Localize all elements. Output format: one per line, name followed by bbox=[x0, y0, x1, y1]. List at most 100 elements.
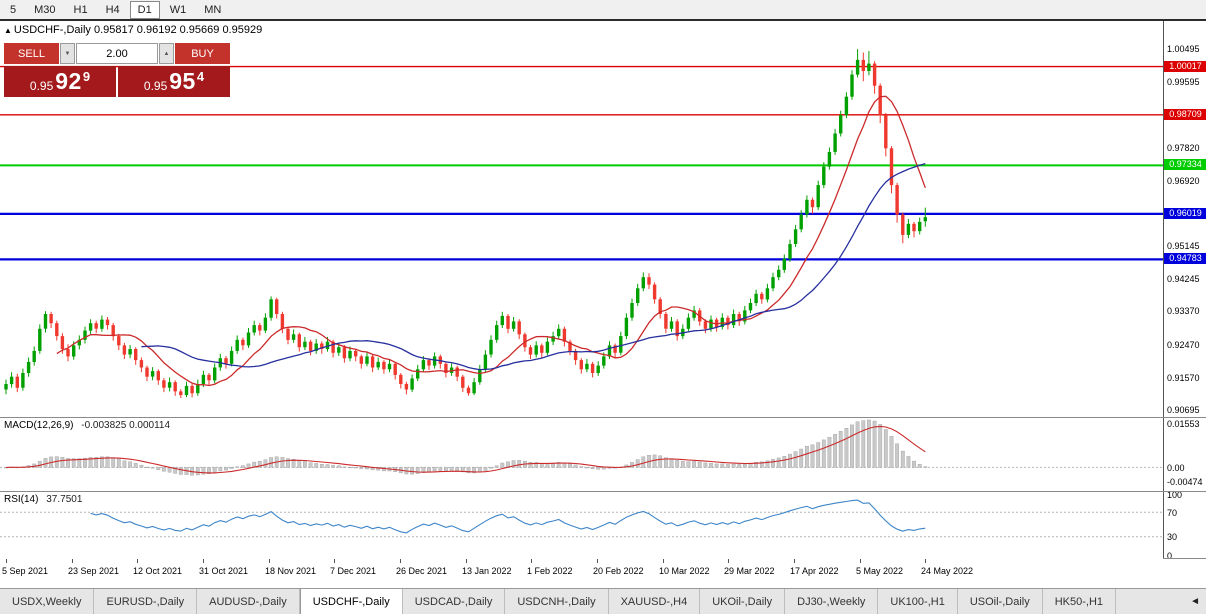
price-level-badge: 0.98709 bbox=[1164, 109, 1206, 120]
timeframe-m5-button[interactable]: 5 bbox=[10, 3, 17, 16]
date-label: 5 May 2022 bbox=[856, 566, 904, 576]
date-label: 18 Nov 2021 bbox=[265, 566, 317, 576]
timeframe-d1-button[interactable]: D1 bbox=[129, 0, 160, 19]
date-tick-mark bbox=[269, 559, 270, 563]
date-tick-mark bbox=[466, 559, 467, 563]
date-label: 5 Sep 2021 bbox=[2, 566, 49, 576]
volume-decrease-button[interactable]: ▼ bbox=[60, 43, 75, 64]
date-tick-mark bbox=[925, 559, 926, 563]
date-label: 23 Sep 2021 bbox=[68, 566, 120, 576]
bid-price-big-digits: 92 bbox=[55, 68, 82, 94]
price-tick-label: 0.97820 bbox=[1167, 143, 1200, 153]
ask-price-base: 0.95 bbox=[143, 78, 168, 93]
price-level-badge: 0.94783 bbox=[1164, 253, 1206, 264]
timeframe-h4-button[interactable]: H4 bbox=[105, 3, 120, 16]
rsi-indicator-panel[interactable]: RSI(14) 37.7501 bbox=[0, 491, 1163, 558]
tab-scroll-left-icon[interactable]: ◄ bbox=[1190, 596, 1200, 607]
date-tick-mark bbox=[6, 559, 7, 563]
chart-tab[interactable]: HK50-,H1 bbox=[1043, 589, 1117, 614]
price-tick-label: 0.91570 bbox=[1167, 373, 1200, 383]
chart-tab[interactable]: XAUUSD-,H4 bbox=[609, 589, 701, 614]
moving-average-ma-slow[interactable] bbox=[141, 162, 926, 371]
date-tick-mark bbox=[663, 559, 664, 563]
chart-tab-bar: USDX,Weekly EURUSD-,Daily AUDUSD-,Daily USD… bbox=[0, 588, 1206, 614]
volume-increase-button[interactable]: ▲ bbox=[159, 43, 174, 64]
date-label: 10 Mar 2022 bbox=[659, 566, 710, 576]
chart-window: ▲ USDCHF-,Daily 0.95817 0.96192 0.95669 0… bbox=[0, 19, 1206, 614]
date-label: 1 Feb 2022 bbox=[527, 566, 573, 576]
date-label: 17 Apr 2022 bbox=[790, 566, 839, 576]
one-click-trade-panel: SELL ▼ 2.00 ▲ BUY 0.95 92 9 0.95 95 4 bbox=[4, 43, 230, 97]
bid-price-pip-digit: 9 bbox=[82, 69, 91, 84]
chart-tab[interactable]: USDCNH-,Daily bbox=[505, 589, 609, 614]
chart-tab[interactable]: USDCHF-,Daily bbox=[299, 589, 403, 614]
candles bbox=[4, 49, 927, 398]
date-label: 12 Oct 2021 bbox=[133, 566, 183, 576]
buy-button[interactable]: BUY bbox=[175, 43, 230, 64]
main-chart-area[interactable]: ▲ USDCHF-,Daily 0.95817 0.96192 0.95669 0… bbox=[0, 21, 1163, 417]
price-tick-label: 0.94245 bbox=[1167, 274, 1200, 284]
macd-signal-line bbox=[5, 425, 926, 474]
moving-average-ma-fast[interactable] bbox=[56, 95, 926, 387]
chart-tab[interactable]: DJ30-,Weekly bbox=[785, 589, 879, 614]
price-level-badge: 1.00017 bbox=[1164, 61, 1206, 72]
rsi-label: RSI(14) 37.7501 bbox=[4, 494, 82, 505]
chart-title-ohlc: ▲ USDCHF-,Daily 0.95817 0.96192 0.95669 0… bbox=[4, 24, 262, 36]
macd-indicator-panel[interactable]: MACD(12,26,9) -0.003825 0.000114 bbox=[0, 417, 1163, 491]
timeframe-mn-button[interactable]: MN bbox=[204, 3, 222, 16]
macd-axis-label: 0.01553 bbox=[1167, 419, 1200, 429]
chart-tab[interactable]: USOil-,Daily bbox=[958, 589, 1043, 614]
chart-tab[interactable]: UKOil-,Daily bbox=[700, 589, 786, 614]
timeframe-w1-button[interactable]: W1 bbox=[169, 3, 187, 16]
timeframe-m30-button[interactable]: M30 bbox=[34, 3, 56, 16]
date-label: 31 Oct 2021 bbox=[199, 566, 249, 576]
rsi-chart-canvas bbox=[0, 499, 1163, 538]
date-label: 29 Mar 2022 bbox=[724, 566, 775, 576]
macd-axis-label: 0.00 bbox=[1167, 463, 1185, 473]
chart-tab[interactable]: EURUSD-,Daily bbox=[94, 589, 198, 614]
ask-price-big-digits: 95 bbox=[169, 68, 196, 94]
price-tick-label: 0.95145 bbox=[1167, 241, 1200, 251]
rsi-panel-separator[interactable] bbox=[0, 491, 1206, 492]
symbol-marker-icon: ▲ bbox=[4, 26, 12, 35]
rsi-line bbox=[90, 499, 926, 534]
rsi-axis-label: 70 bbox=[1167, 508, 1178, 518]
chevron-down-icon: ▼ bbox=[64, 50, 71, 57]
chart-tab[interactable]: UK100-,H1 bbox=[878, 589, 958, 614]
ask-price-box[interactable]: 0.95 95 4 bbox=[118, 66, 230, 97]
price-level-badge: 0.97334 bbox=[1164, 159, 1206, 170]
price-level-badge: 0.96019 bbox=[1164, 208, 1206, 219]
bid-price-base: 0.95 bbox=[29, 78, 54, 93]
volume-input[interactable]: 2.00 bbox=[76, 43, 158, 64]
date-label: 26 Dec 2021 bbox=[396, 566, 448, 576]
macd-panel-separator[interactable] bbox=[0, 417, 1206, 418]
date-tick-mark bbox=[794, 559, 795, 563]
price-tick-label: 1.00495 bbox=[1167, 44, 1200, 54]
date-label: 13 Jan 2022 bbox=[462, 566, 512, 576]
chevron-up-icon: ▲ bbox=[163, 50, 170, 57]
rsi-axis-label: 30 bbox=[1167, 532, 1178, 542]
date-tick-mark bbox=[137, 559, 138, 563]
date-tick-mark bbox=[72, 559, 73, 563]
price-tick-label: 0.93370 bbox=[1167, 306, 1200, 316]
date-tick-mark bbox=[531, 559, 532, 563]
bid-price-box[interactable]: 0.95 92 9 bbox=[4, 66, 116, 97]
price-tick-label: 0.92470 bbox=[1167, 340, 1200, 350]
date-label: 7 Dec 2021 bbox=[330, 566, 377, 576]
timeframe-toolbar: 5 M30 H1 H4 D1 W1 MN bbox=[0, 0, 1206, 19]
price-tick-label: 0.96920 bbox=[1167, 176, 1200, 186]
date-tick-mark bbox=[728, 559, 729, 563]
price-tick-label: 0.90695 bbox=[1167, 405, 1200, 415]
chart-tab[interactable]: USDCAD-,Daily bbox=[403, 589, 506, 614]
chart-tab[interactable]: USDX,Weekly bbox=[0, 589, 95, 614]
timeframe-h1-button[interactable]: H1 bbox=[73, 3, 88, 16]
chart-tab[interactable]: AUDUSD-,Daily bbox=[197, 589, 300, 614]
sell-button[interactable]: SELL bbox=[4, 43, 59, 64]
macd-name: MACD(12,26,9) bbox=[4, 420, 74, 431]
macd-current-values: -0.003825 0.000114 bbox=[81, 420, 171, 431]
rsi-axis-label: 0 bbox=[1167, 551, 1173, 561]
date-label: 24 May 2022 bbox=[921, 566, 974, 576]
date-label: 20 Feb 2022 bbox=[593, 566, 644, 576]
candlestick-chart-canvas[interactable] bbox=[0, 21, 1163, 417]
